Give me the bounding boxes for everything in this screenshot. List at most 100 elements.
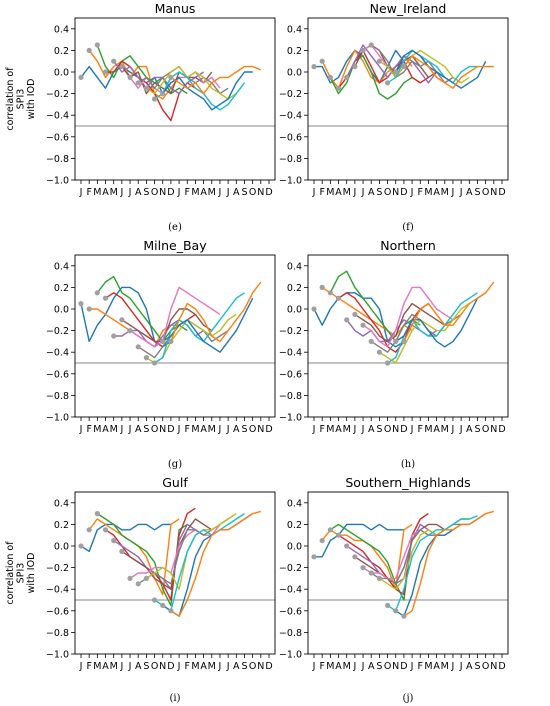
series-start-marker [135, 581, 141, 587]
x-tick-label: D [498, 661, 505, 672]
x-tick-label: S [376, 424, 382, 435]
series-start-marker [393, 69, 399, 75]
x-tick-label: A [433, 187, 440, 198]
panel-caption: (h) [401, 459, 415, 470]
y-tick-label: −0.4 [279, 348, 302, 359]
series-start-marker [335, 85, 342, 91]
series-start-marker [111, 333, 117, 339]
series-start-marker [360, 322, 366, 328]
x-tick-label: O [249, 424, 256, 435]
axes-frame [74, 254, 276, 418]
y-tick-label: −0.2 [279, 89, 302, 100]
y-tick-label: −1.0 [279, 176, 302, 187]
x-tick-label: J [218, 661, 222, 672]
chart-title: New_Ireland [370, 1, 447, 16]
x-tick-label: M [110, 187, 118, 198]
x-tick-label: A [200, 187, 207, 198]
x-tick-label: M [110, 661, 118, 672]
x-tick-label: A [102, 187, 109, 198]
y-axis-label-line: SPI3 [16, 563, 27, 584]
y-tick-label: 0.4 [54, 498, 69, 509]
y-tick-label: −0.2 [279, 563, 302, 574]
series-start-marker [352, 64, 358, 70]
series-line [154, 292, 245, 364]
y-tick-label: 0.0 [287, 68, 302, 79]
series-line [370, 44, 462, 84]
series-start-marker [127, 328, 133, 334]
series-start-marker [327, 74, 333, 80]
x-tick-label: M [93, 661, 101, 672]
y-tick-label: −0.8 [46, 154, 69, 165]
x-tick-label: M [208, 187, 216, 198]
series-line [313, 292, 405, 348]
x-tick-label: J [361, 187, 365, 198]
series-start-marker [151, 96, 158, 102]
x-tick-label: S [474, 661, 480, 672]
series-start-marker [78, 301, 84, 307]
x-tick-label: M [424, 424, 432, 435]
x-tick-label: N [159, 424, 166, 435]
y-axis-label-line: SPI3 [16, 89, 27, 110]
series-start-marker [376, 349, 382, 355]
x-tick-label: A [135, 424, 142, 435]
series-start-marker [393, 608, 399, 614]
series-start-marker [384, 80, 391, 86]
series-line [395, 513, 487, 617]
y-tick-label: −0.6 [279, 132, 302, 143]
x-tick-label: J [312, 187, 316, 198]
y-tick-label: −0.4 [46, 585, 69, 596]
series-line [387, 515, 478, 612]
x-tick-label: J [177, 424, 181, 435]
x-tick-label: J [361, 424, 365, 435]
x-tick-label: J [451, 661, 455, 672]
x-tick-label: O [151, 424, 158, 435]
series-line [395, 292, 487, 348]
x-tick-label: A [368, 187, 375, 198]
y-tick-label: −0.6 [46, 132, 69, 143]
x-tick-label: J [218, 187, 222, 198]
series-line [170, 510, 261, 617]
x-tick-label: M [326, 187, 334, 198]
series-start-marker [151, 360, 158, 366]
x-tick-label: A [102, 661, 109, 672]
x-tick-label: S [241, 424, 247, 435]
y-tick-label: 0.2 [287, 46, 302, 57]
x-tick-label: M [343, 424, 351, 435]
x-tick-label: A [102, 424, 109, 435]
series-start-marker [319, 284, 325, 290]
x-tick-label: M [326, 424, 334, 435]
y-tick-label: −1.0 [46, 176, 69, 187]
series-start-marker [135, 344, 141, 350]
x-tick-label: A [433, 661, 440, 672]
x-tick-label: N [392, 187, 399, 198]
chart-title: Southern_Highlands [345, 475, 470, 490]
series-start-marker [368, 570, 374, 576]
series-start-marker [151, 597, 158, 603]
x-tick-label: D [400, 661, 407, 672]
series-start-marker [376, 575, 382, 582]
x-tick-label: M [424, 187, 432, 198]
x-tick-label: M [326, 661, 334, 672]
series-start-marker [94, 42, 100, 48]
chart-panel: Southern_Highlands 0.4 0.2 0.0 −0.2 −0.4 −0.6 −… [279, 459, 509, 672]
series-start-marker [94, 510, 100, 517]
x-tick-label: N [490, 661, 497, 672]
axes-frame [307, 17, 509, 181]
x-tick-label: J [451, 424, 455, 435]
x-tick-label: F [418, 187, 423, 198]
x-tick-label: J [226, 424, 230, 435]
x-tick-label: J [352, 424, 356, 435]
y-axis-label: correlation ofSPI3with IOD [5, 541, 37, 605]
x-tick-label: N [490, 424, 497, 435]
x-tick-label: A [466, 187, 473, 198]
x-tick-label: M [343, 661, 351, 672]
x-tick-label: S [143, 661, 149, 672]
x-tick-label: J [79, 187, 83, 198]
x-tick-label: O [482, 187, 489, 198]
series-start-marker [327, 527, 333, 533]
series-line [146, 65, 237, 100]
panel-caption: (g) [168, 459, 182, 470]
y-axis-label: correlation ofSPI3with IOD [5, 67, 37, 131]
